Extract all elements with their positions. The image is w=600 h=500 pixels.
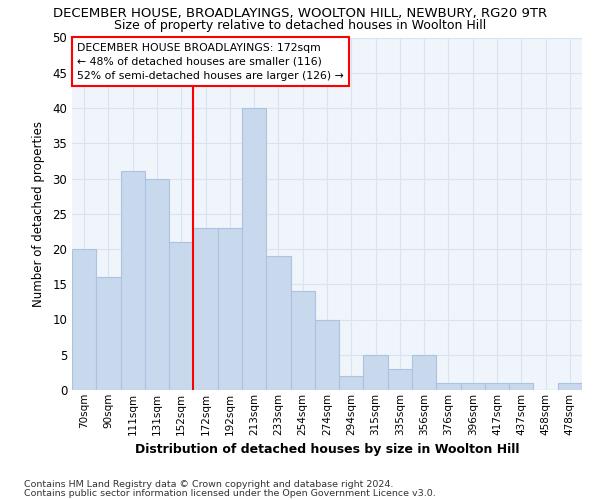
Bar bbox=[364, 355, 388, 390]
Y-axis label: Number of detached properties: Number of detached properties bbox=[32, 120, 46, 306]
Bar bbox=[412, 355, 436, 390]
Text: Contains HM Land Registry data © Crown copyright and database right 2024.: Contains HM Land Registry data © Crown c… bbox=[24, 480, 394, 489]
Bar bbox=[193, 228, 218, 390]
Bar bbox=[339, 376, 364, 390]
Bar bbox=[485, 383, 509, 390]
X-axis label: Distribution of detached houses by size in Woolton Hill: Distribution of detached houses by size … bbox=[135, 443, 519, 456]
Bar bbox=[218, 228, 242, 390]
Bar bbox=[266, 256, 290, 390]
Bar bbox=[242, 108, 266, 390]
Bar bbox=[96, 277, 121, 390]
Bar bbox=[315, 320, 339, 390]
Bar bbox=[72, 249, 96, 390]
Bar bbox=[290, 292, 315, 390]
Bar bbox=[509, 383, 533, 390]
Bar bbox=[388, 369, 412, 390]
Bar bbox=[169, 242, 193, 390]
Text: Size of property relative to detached houses in Woolton Hill: Size of property relative to detached ho… bbox=[114, 19, 486, 32]
Text: Contains public sector information licensed under the Open Government Licence v3: Contains public sector information licen… bbox=[24, 488, 436, 498]
Bar bbox=[436, 383, 461, 390]
Bar bbox=[121, 172, 145, 390]
Text: DECEMBER HOUSE, BROADLAYINGS, WOOLTON HILL, NEWBURY, RG20 9TR: DECEMBER HOUSE, BROADLAYINGS, WOOLTON HI… bbox=[53, 8, 547, 20]
Bar bbox=[145, 178, 169, 390]
Text: DECEMBER HOUSE BROADLAYINGS: 172sqm
← 48% of detached houses are smaller (116)
5: DECEMBER HOUSE BROADLAYINGS: 172sqm ← 48… bbox=[77, 43, 344, 81]
Bar bbox=[558, 383, 582, 390]
Bar bbox=[461, 383, 485, 390]
